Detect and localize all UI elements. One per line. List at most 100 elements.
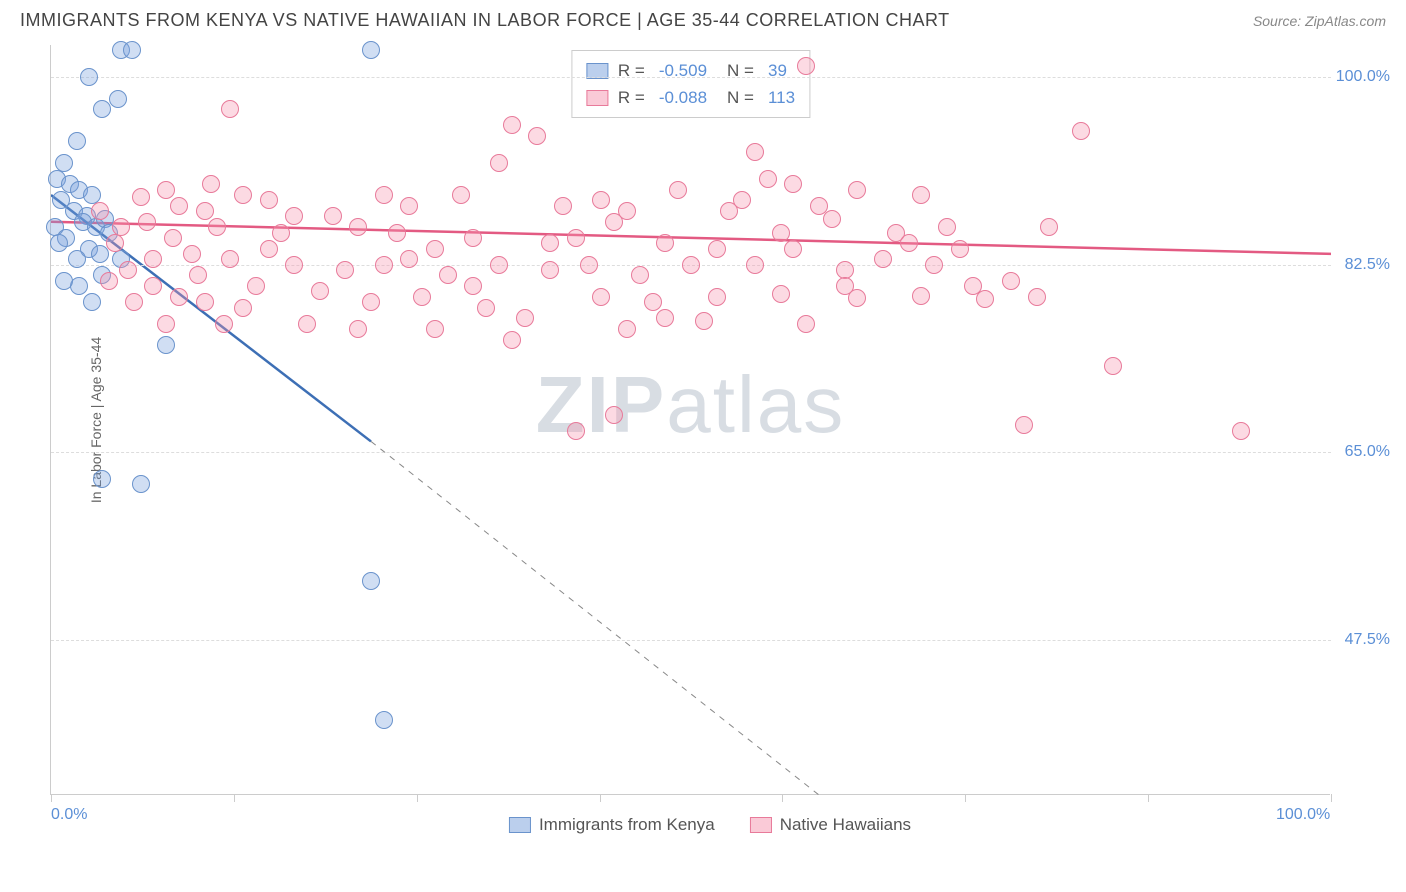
y-tick-label: 47.5% <box>1345 631 1390 649</box>
data-point <box>157 336 175 354</box>
data-point <box>170 197 188 215</box>
data-point <box>157 315 175 333</box>
data-point <box>1002 272 1020 290</box>
data-point <box>157 181 175 199</box>
x-tick <box>51 794 52 802</box>
data-point <box>605 213 623 231</box>
data-point <box>976 290 994 308</box>
data-point <box>91 202 109 220</box>
data-point <box>189 266 207 284</box>
data-point <box>618 320 636 338</box>
data-point <box>50 234 68 252</box>
data-point <box>516 309 534 327</box>
data-point <box>349 320 367 338</box>
data-point <box>272 224 290 242</box>
data-point <box>196 202 214 220</box>
data-point <box>221 250 239 268</box>
data-point <box>202 175 220 193</box>
data-point <box>580 256 598 274</box>
legend-item-hawaiian: Native Hawaiians <box>750 815 911 835</box>
legend-row-hawaiian: R = -0.088 N = 113 <box>586 84 795 111</box>
x-tick <box>234 794 235 802</box>
data-point <box>221 100 239 118</box>
data-point <box>215 315 233 333</box>
data-point <box>772 285 790 303</box>
data-point <box>567 422 585 440</box>
data-point <box>93 100 111 118</box>
data-point <box>708 240 726 258</box>
data-point <box>112 218 130 236</box>
data-point <box>592 191 610 209</box>
data-point <box>164 229 182 247</box>
data-point <box>100 272 118 290</box>
data-point <box>426 240 444 258</box>
data-point <box>208 218 226 236</box>
data-point <box>55 272 73 290</box>
x-tick <box>1331 794 1332 802</box>
data-point <box>592 288 610 306</box>
data-point <box>490 256 508 274</box>
gridline <box>51 452 1331 453</box>
data-point <box>106 234 124 252</box>
x-tick <box>965 794 966 802</box>
data-point <box>964 277 982 295</box>
data-point <box>746 256 764 274</box>
data-point <box>490 154 508 172</box>
data-point <box>1040 218 1058 236</box>
data-point <box>708 288 726 306</box>
swatch-pink-icon <box>586 90 608 106</box>
data-point <box>925 256 943 274</box>
data-point <box>260 191 278 209</box>
data-point <box>196 293 214 311</box>
data-point <box>413 288 431 306</box>
series-legend: Immigrants from Kenya Native Hawaiians <box>509 800 911 850</box>
chart-title: IMMIGRANTS FROM KENYA VS NATIVE HAWAIIAN… <box>20 10 950 31</box>
data-point <box>285 256 303 274</box>
data-point <box>388 224 406 242</box>
trend-lines <box>51 45 1331 795</box>
legend-row-kenya: R = -0.509 N = 39 <box>586 57 795 84</box>
data-point <box>144 250 162 268</box>
data-point <box>1015 416 1033 434</box>
x-tick <box>417 794 418 802</box>
data-point <box>311 282 329 300</box>
data-point <box>119 261 137 279</box>
data-point <box>91 245 109 263</box>
data-point <box>797 315 815 333</box>
data-point <box>1028 288 1046 306</box>
data-point <box>132 475 150 493</box>
source-attribution: Source: ZipAtlas.com <box>1253 13 1386 29</box>
n-label: N = <box>727 84 754 111</box>
data-point <box>464 277 482 295</box>
data-point <box>234 186 252 204</box>
data-point <box>125 293 143 311</box>
y-tick-label: 65.0% <box>1345 443 1390 461</box>
data-point <box>183 245 201 263</box>
data-point <box>823 210 841 228</box>
data-point <box>144 277 162 295</box>
data-point <box>83 293 101 311</box>
data-point <box>605 406 623 424</box>
data-point <box>375 186 393 204</box>
data-point <box>70 277 88 295</box>
data-point <box>695 312 713 330</box>
data-point <box>400 197 418 215</box>
legend-item-kenya: Immigrants from Kenya <box>509 815 715 835</box>
data-point <box>938 218 956 236</box>
data-point <box>772 224 790 242</box>
data-point <box>733 191 751 209</box>
data-point <box>68 132 86 150</box>
data-point <box>324 207 342 225</box>
data-point <box>874 250 892 268</box>
swatch-pink-icon <box>750 817 772 833</box>
legend-label-hawaiian: Native Hawaiians <box>780 815 911 835</box>
r-value-hawaiian: -0.088 <box>659 84 707 111</box>
data-point <box>234 299 252 317</box>
data-point <box>503 331 521 349</box>
correlation-legend: R = -0.509 N = 39 R = -0.088 N = 113 <box>571 50 810 118</box>
data-point <box>912 186 930 204</box>
data-point <box>656 234 674 252</box>
data-point <box>797 57 815 75</box>
data-point <box>541 234 559 252</box>
data-point <box>362 41 380 59</box>
